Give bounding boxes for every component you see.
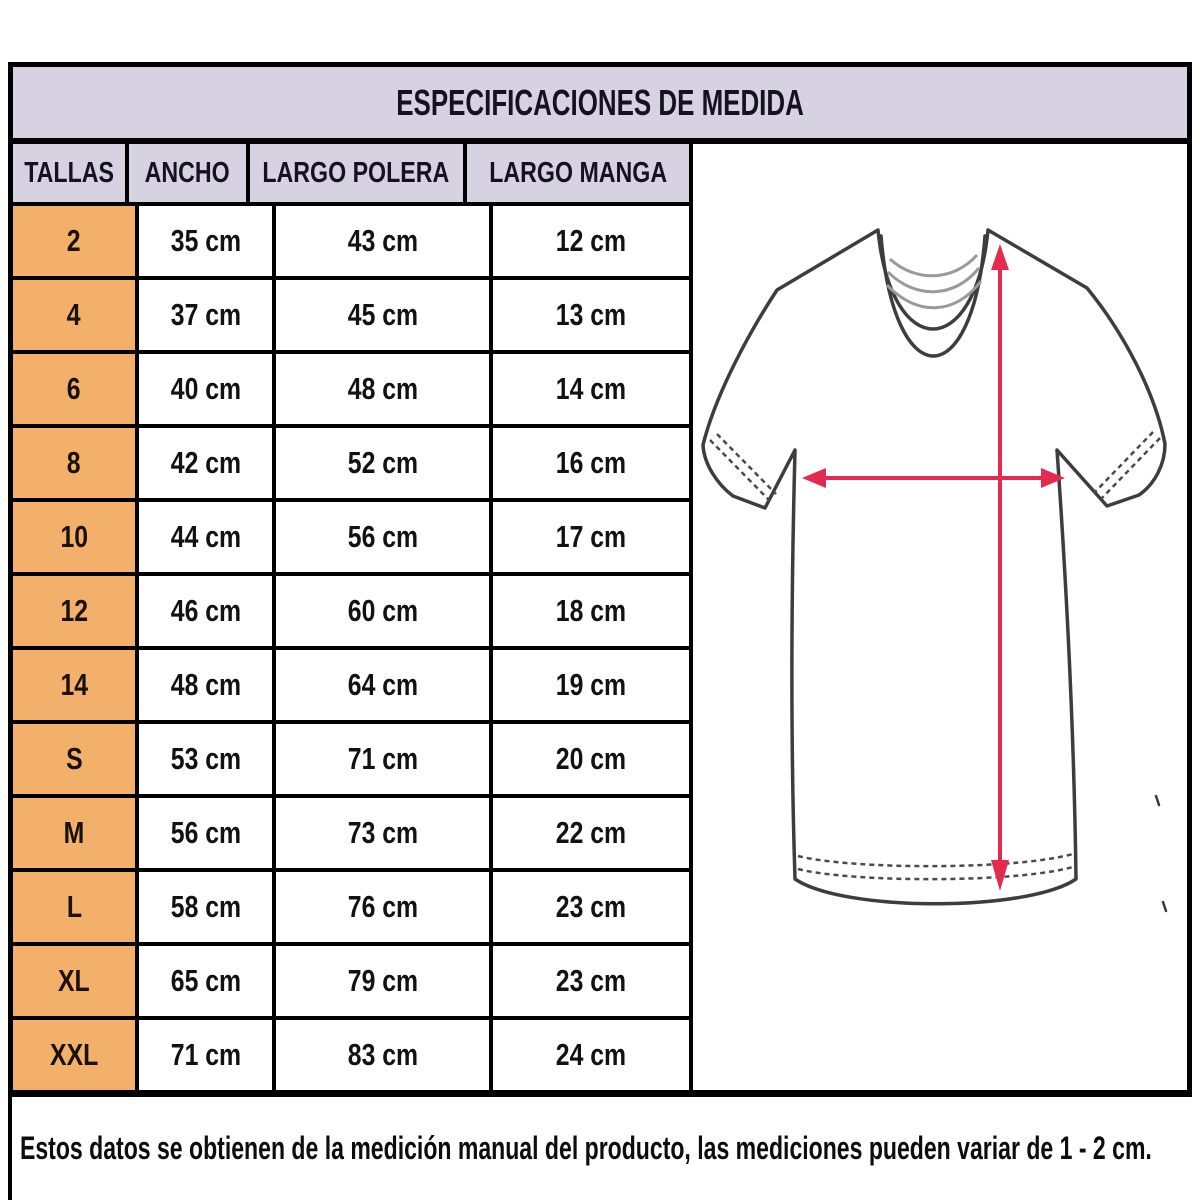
size-cell: S — [13, 724, 139, 794]
size-row: M 56 cm 73 cm 22 cm — [13, 798, 689, 872]
largo-polera-cell: 71 cm — [276, 724, 493, 794]
sheet-title: ESPECIFICACIONES DE MEDIDA — [396, 81, 804, 123]
header-cell-ancho: ANCHO — [129, 144, 250, 202]
largo-manga-cell: 13 cm — [493, 280, 689, 350]
note-bar: Estos datos se obtienen de la medición m… — [8, 1097, 1192, 1200]
ancho-cell: 65 cm — [139, 946, 276, 1016]
size-row: 6 40 cm 48 cm 14 cm — [13, 354, 689, 428]
size-cell: M — [13, 798, 139, 868]
length-arrow — [991, 244, 1009, 891]
largo-polera-cell: 73 cm — [276, 798, 493, 868]
largo-polera-cell: 48 cm — [276, 354, 493, 424]
size-row: XL 65 cm 79 cm 23 cm — [13, 946, 689, 1020]
size-row: 10 44 cm 56 cm 17 cm — [13, 502, 689, 576]
size-cell: L — [13, 872, 139, 942]
ancho-cell: 35 cm — [139, 206, 276, 276]
largo-polera-cell: 56 cm — [276, 502, 493, 572]
largo-polera-cell: 79 cm — [276, 946, 493, 1016]
size-cell: 12 — [13, 576, 139, 646]
collar-band — [879, 234, 987, 358]
largo-polera-cell: 83 cm — [276, 1020, 493, 1090]
ancho-cell: 37 cm — [139, 280, 276, 350]
artifact-marks — [1154, 794, 1168, 913]
ancho-cell: 48 cm — [139, 650, 276, 720]
note-text: Estos datos se obtienen de la medición m… — [20, 1130, 1152, 1166]
size-row: 4 37 cm 45 cm 13 cm — [13, 280, 689, 354]
largo-manga-cell: 22 cm — [493, 798, 689, 868]
header-cell-largo-polera: LARGO POLERA — [249, 144, 467, 202]
largo-polera-cell: 64 cm — [276, 650, 493, 720]
largo-manga-cell: 24 cm — [493, 1020, 689, 1090]
ancho-cell: 56 cm — [139, 798, 276, 868]
size-cell: 6 — [13, 354, 139, 424]
sheet-title-bar: ESPECIFICACIONES DE MEDIDA — [13, 67, 1187, 144]
tshirt-diagram — [693, 144, 1187, 1090]
largo-manga-cell: 23 cm — [493, 872, 689, 942]
largo-polera-cell: 43 cm — [276, 206, 493, 276]
size-row: 8 42 cm 52 cm 16 cm — [13, 428, 689, 502]
header-cell-largo-manga: LARGO MANGA — [466, 144, 689, 202]
largo-polera-cell: 52 cm — [276, 428, 493, 498]
sheet-content: TALLAS ANCHO LARGO POLERA LARGO MANGA 2 … — [13, 144, 1187, 1090]
size-cell: XXL — [13, 1020, 139, 1090]
size-cell: 2 — [13, 206, 139, 276]
size-spec-sheet: ESPECIFICACIONES DE MEDIDA TALLAS ANCHO … — [8, 62, 1192, 1097]
size-row: S 53 cm 71 cm 20 cm — [13, 724, 689, 798]
tshirt-outline — [701, 228, 1167, 906]
ancho-cell: 53 cm — [139, 724, 276, 794]
size-row: XXL 71 cm 83 cm 24 cm — [13, 1020, 689, 1090]
largo-manga-cell: 14 cm — [493, 354, 689, 424]
size-row: 12 46 cm 60 cm 18 cm — [13, 576, 689, 650]
hem-stitching — [797, 851, 1077, 881]
size-cell: 8 — [13, 428, 139, 498]
size-cell: XL — [13, 946, 139, 1016]
largo-manga-cell: 18 cm — [493, 576, 689, 646]
table-header-row: TALLAS ANCHO LARGO POLERA LARGO MANGA — [13, 144, 689, 206]
tshirt-svg — [701, 228, 1168, 913]
size-table: TALLAS ANCHO LARGO POLERA LARGO MANGA 2 … — [13, 144, 693, 1090]
ancho-cell: 42 cm — [139, 428, 276, 498]
ancho-cell: 44 cm — [139, 502, 276, 572]
ancho-cell: 46 cm — [139, 576, 276, 646]
size-cell: 14 — [13, 650, 139, 720]
size-cell: 4 — [13, 280, 139, 350]
size-row: 2 35 cm 43 cm 12 cm — [13, 206, 689, 280]
largo-polera-cell: 45 cm — [276, 280, 493, 350]
size-row: 14 48 cm 64 cm 19 cm — [13, 650, 689, 724]
ancho-cell: 58 cm — [139, 872, 276, 942]
ancho-cell: 40 cm — [139, 354, 276, 424]
collar-ribbing — [885, 254, 983, 310]
width-arrow — [802, 468, 1065, 488]
largo-polera-cell: 60 cm — [276, 576, 493, 646]
size-row: L 58 cm 76 cm 23 cm — [13, 872, 689, 946]
largo-manga-cell: 19 cm — [493, 650, 689, 720]
largo-manga-cell: 17 cm — [493, 502, 689, 572]
largo-polera-cell: 76 cm — [276, 872, 493, 942]
largo-manga-cell: 20 cm — [493, 724, 689, 794]
header-cell-tallas: TALLAS — [13, 144, 130, 202]
largo-manga-cell: 23 cm — [493, 946, 689, 1016]
largo-manga-cell: 12 cm — [493, 206, 689, 276]
largo-manga-cell: 16 cm — [493, 428, 689, 498]
ancho-cell: 71 cm — [139, 1020, 276, 1090]
size-cell: 10 — [13, 502, 139, 572]
